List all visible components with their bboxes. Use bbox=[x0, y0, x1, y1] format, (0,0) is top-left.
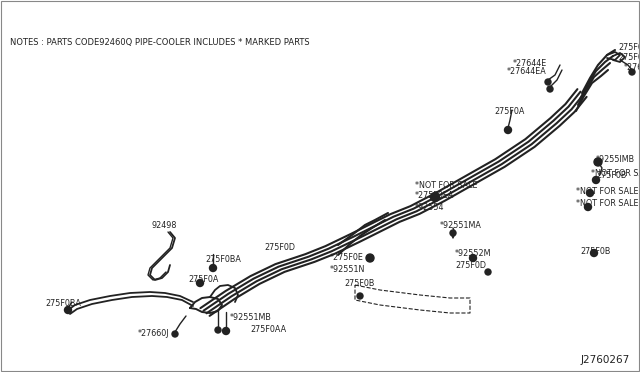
Text: 275F0B: 275F0B bbox=[580, 247, 611, 257]
Circle shape bbox=[470, 254, 477, 262]
Circle shape bbox=[504, 126, 511, 134]
Circle shape bbox=[209, 264, 216, 272]
Text: 275F0AA: 275F0AA bbox=[250, 326, 286, 334]
Circle shape bbox=[591, 250, 598, 257]
Text: 275F0B: 275F0B bbox=[344, 279, 374, 288]
Text: J2760267: J2760267 bbox=[580, 355, 630, 365]
Text: 275F0F: 275F0F bbox=[618, 42, 640, 51]
Circle shape bbox=[545, 79, 551, 85]
Circle shape bbox=[196, 279, 204, 286]
Text: *92554: *92554 bbox=[415, 202, 445, 212]
Circle shape bbox=[223, 327, 230, 334]
Circle shape bbox=[215, 327, 221, 333]
Text: *275F0EA: *275F0EA bbox=[415, 192, 454, 201]
Circle shape bbox=[584, 203, 591, 211]
Circle shape bbox=[586, 189, 593, 196]
Text: 275F0D: 275F0D bbox=[264, 244, 295, 253]
Text: 275F0D: 275F0D bbox=[455, 260, 486, 269]
Text: *NOT FOR SALE: *NOT FOR SALE bbox=[576, 199, 639, 208]
Text: *27660J: *27660J bbox=[138, 330, 170, 339]
Circle shape bbox=[172, 331, 178, 337]
Circle shape bbox=[593, 176, 600, 183]
Circle shape bbox=[366, 254, 374, 262]
Circle shape bbox=[485, 269, 491, 275]
Text: NOTES : PARTS CODE92460Q PIPE-COOLER INCLUDES * MARKED PARTS: NOTES : PARTS CODE92460Q PIPE-COOLER INC… bbox=[10, 38, 310, 46]
Circle shape bbox=[594, 158, 602, 166]
Text: 275F0A: 275F0A bbox=[494, 108, 524, 116]
Text: *92551MB: *92551MB bbox=[230, 314, 272, 323]
Text: 275F0F: 275F0F bbox=[618, 52, 640, 61]
Circle shape bbox=[431, 192, 440, 202]
Text: *NOT FOR SALE: *NOT FOR SALE bbox=[591, 169, 640, 177]
Text: *92552M: *92552M bbox=[455, 250, 492, 259]
Text: *27644EA: *27644EA bbox=[508, 67, 547, 77]
Text: 275F0BA: 275F0BA bbox=[205, 256, 241, 264]
Text: 92498: 92498 bbox=[152, 221, 177, 230]
Text: 275F0A: 275F0A bbox=[188, 275, 218, 283]
Text: *27644E: *27644E bbox=[513, 58, 547, 67]
Text: *27660J: *27660J bbox=[624, 64, 640, 73]
Circle shape bbox=[450, 230, 456, 236]
Text: *275F0E: *275F0E bbox=[330, 253, 364, 263]
Text: *NOT FOR SALE: *NOT FOR SALE bbox=[576, 187, 639, 196]
Text: *92551MA: *92551MA bbox=[440, 221, 482, 231]
Circle shape bbox=[547, 86, 553, 92]
Text: 275F0B: 275F0B bbox=[596, 171, 627, 180]
Circle shape bbox=[629, 69, 635, 75]
Text: *9255IMB: *9255IMB bbox=[596, 155, 635, 164]
Circle shape bbox=[65, 307, 72, 314]
Text: 275F0BA: 275F0BA bbox=[45, 298, 81, 308]
Text: *92551N: *92551N bbox=[330, 264, 365, 273]
Circle shape bbox=[357, 293, 363, 299]
Text: *NOT FOR SALE: *NOT FOR SALE bbox=[415, 180, 477, 189]
